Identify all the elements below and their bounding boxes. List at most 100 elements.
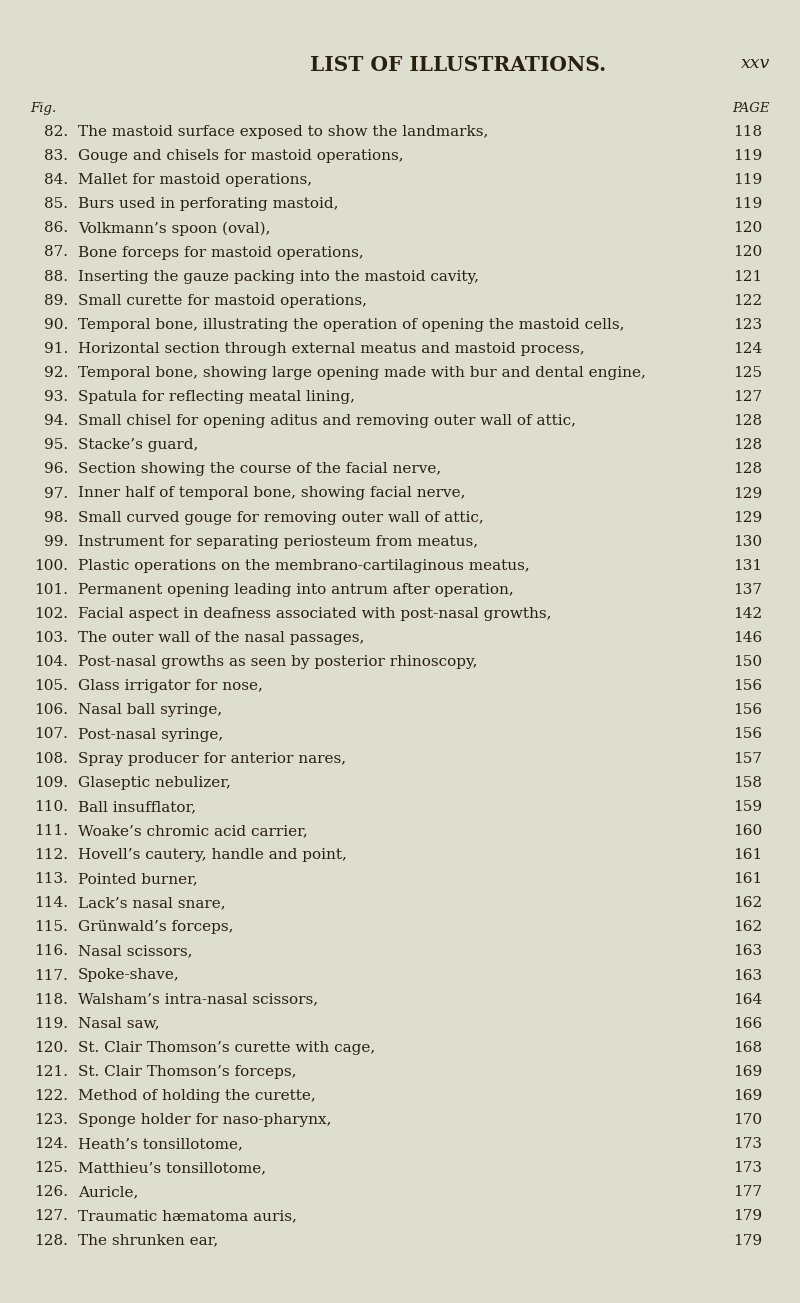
- Text: 111.: 111.: [34, 823, 68, 838]
- Text: 85.: 85.: [44, 197, 68, 211]
- Text: 129: 129: [733, 486, 762, 500]
- Text: 108.: 108.: [34, 752, 68, 766]
- Text: 104.: 104.: [34, 655, 68, 670]
- Text: Inserting the gauze packing into the mastoid cavity,: Inserting the gauze packing into the mas…: [78, 270, 479, 284]
- Text: 164: 164: [733, 993, 762, 1007]
- Text: 128.: 128.: [34, 1234, 68, 1247]
- Text: Temporal bone, illustrating the operation of opening the mastoid cells,: Temporal bone, illustrating the operatio…: [78, 318, 625, 332]
- Text: 83.: 83.: [44, 149, 68, 163]
- Text: 100.: 100.: [34, 559, 68, 573]
- Text: 131: 131: [733, 559, 762, 573]
- Text: 156: 156: [733, 704, 762, 718]
- Text: 103.: 103.: [34, 631, 68, 645]
- Text: 118: 118: [733, 125, 762, 139]
- Text: 173: 173: [733, 1161, 762, 1175]
- Text: 91.: 91.: [44, 341, 68, 356]
- Text: St. Clair Thomson’s curette with cage,: St. Clair Thomson’s curette with cage,: [78, 1041, 375, 1055]
- Text: 179: 179: [733, 1234, 762, 1247]
- Text: 128: 128: [733, 414, 762, 429]
- Text: 119: 119: [733, 197, 762, 211]
- Text: Mallet for mastoid operations,: Mallet for mastoid operations,: [78, 173, 312, 188]
- Text: Stacke’s guard,: Stacke’s guard,: [78, 438, 198, 452]
- Text: 120: 120: [733, 222, 762, 236]
- Text: 101.: 101.: [34, 582, 68, 597]
- Text: 117.: 117.: [34, 968, 68, 982]
- Text: The shrunken ear,: The shrunken ear,: [78, 1234, 218, 1247]
- Text: 169: 169: [733, 1089, 762, 1104]
- Text: 99.: 99.: [44, 534, 68, 549]
- Text: Lack’s nasal snare,: Lack’s nasal snare,: [78, 896, 226, 911]
- Text: 125.: 125.: [34, 1161, 68, 1175]
- Text: 168: 168: [733, 1041, 762, 1055]
- Text: 98.: 98.: [44, 511, 68, 525]
- Text: 128: 128: [733, 463, 762, 477]
- Text: Pointed burner,: Pointed burner,: [78, 872, 198, 886]
- Text: PAGE: PAGE: [733, 102, 770, 115]
- Text: 116.: 116.: [34, 945, 68, 959]
- Text: Nasal scissors,: Nasal scissors,: [78, 945, 193, 959]
- Text: Method of holding the curette,: Method of holding the curette,: [78, 1089, 316, 1104]
- Text: 142: 142: [733, 607, 762, 622]
- Text: 169: 169: [733, 1065, 762, 1079]
- Text: 115.: 115.: [34, 920, 68, 934]
- Text: 120: 120: [733, 245, 762, 259]
- Text: 122: 122: [733, 293, 762, 308]
- Text: Sponge holder for naso-pharynx,: Sponge holder for naso-pharynx,: [78, 1113, 331, 1127]
- Text: 123: 123: [733, 318, 762, 332]
- Text: Traumatic hæmatoma auris,: Traumatic hæmatoma auris,: [78, 1209, 297, 1224]
- Text: Small curved gouge for removing outer wall of attic,: Small curved gouge for removing outer wa…: [78, 511, 484, 525]
- Text: Section showing the course of the facial nerve,: Section showing the course of the facial…: [78, 463, 442, 477]
- Text: 158: 158: [733, 775, 762, 790]
- Text: Gouge and chisels for mastoid operations,: Gouge and chisels for mastoid operations…: [78, 149, 404, 163]
- Text: 160: 160: [733, 823, 762, 838]
- Text: 106.: 106.: [34, 704, 68, 718]
- Text: 150: 150: [733, 655, 762, 670]
- Text: 87.: 87.: [44, 245, 68, 259]
- Text: 102.: 102.: [34, 607, 68, 622]
- Text: 130: 130: [733, 534, 762, 549]
- Text: 177: 177: [733, 1186, 762, 1199]
- Text: 96.: 96.: [44, 463, 68, 477]
- Text: Inner half of temporal bone, showing facial nerve,: Inner half of temporal bone, showing fac…: [78, 486, 466, 500]
- Text: Bone forceps for mastoid operations,: Bone forceps for mastoid operations,: [78, 245, 364, 259]
- Text: St. Clair Thomson’s forceps,: St. Clair Thomson’s forceps,: [78, 1065, 297, 1079]
- Text: 125: 125: [733, 366, 762, 380]
- Text: 173: 173: [733, 1138, 762, 1151]
- Text: Small chisel for opening aditus and removing outer wall of attic,: Small chisel for opening aditus and remo…: [78, 414, 576, 429]
- Text: Volkmann’s spoon (oval),: Volkmann’s spoon (oval),: [78, 222, 270, 236]
- Text: Glass irrigator for nose,: Glass irrigator for nose,: [78, 679, 263, 693]
- Text: 124: 124: [733, 341, 762, 356]
- Text: 105.: 105.: [34, 679, 68, 693]
- Text: The outer wall of the nasal passages,: The outer wall of the nasal passages,: [78, 631, 364, 645]
- Text: Ball insufflator,: Ball insufflator,: [78, 800, 196, 814]
- Text: 170: 170: [733, 1113, 762, 1127]
- Text: 110.: 110.: [34, 800, 68, 814]
- Text: LIST OF ILLUSTRATIONS.: LIST OF ILLUSTRATIONS.: [310, 55, 606, 76]
- Text: Facial aspect in deafness associated with post-nasal growths,: Facial aspect in deafness associated wit…: [78, 607, 551, 622]
- Text: 124.: 124.: [34, 1138, 68, 1151]
- Text: Horizontal section through external meatus and mastoid process,: Horizontal section through external meat…: [78, 341, 585, 356]
- Text: Walsham’s intra-nasal scissors,: Walsham’s intra-nasal scissors,: [78, 993, 318, 1007]
- Text: The mastoid surface exposed to show the landmarks,: The mastoid surface exposed to show the …: [78, 125, 488, 139]
- Text: 162: 162: [733, 896, 762, 911]
- Text: 161: 161: [733, 872, 762, 886]
- Text: 93.: 93.: [44, 390, 68, 404]
- Text: Permanent opening leading into antrum after operation,: Permanent opening leading into antrum af…: [78, 582, 514, 597]
- Text: Fig.: Fig.: [30, 102, 56, 115]
- Text: Spray producer for anterior nares,: Spray producer for anterior nares,: [78, 752, 346, 766]
- Text: 157: 157: [733, 752, 762, 766]
- Text: xxv: xxv: [741, 55, 770, 72]
- Text: 112.: 112.: [34, 848, 68, 863]
- Text: 156: 156: [733, 727, 762, 741]
- Text: 156: 156: [733, 679, 762, 693]
- Text: 89.: 89.: [44, 293, 68, 308]
- Text: 161: 161: [733, 848, 762, 863]
- Text: Spoke-shave,: Spoke-shave,: [78, 968, 180, 982]
- Text: Temporal bone, showing large opening made with bur and dental engine,: Temporal bone, showing large opening mad…: [78, 366, 646, 380]
- Text: Matthieu’s tonsillotome,: Matthieu’s tonsillotome,: [78, 1161, 266, 1175]
- Text: Heath’s tonsillotome,: Heath’s tonsillotome,: [78, 1138, 243, 1151]
- Text: 129: 129: [733, 511, 762, 525]
- Text: Post-nasal growths as seen by posterior rhinoscopy,: Post-nasal growths as seen by posterior …: [78, 655, 478, 670]
- Text: 128: 128: [733, 438, 762, 452]
- Text: 179: 179: [733, 1209, 762, 1224]
